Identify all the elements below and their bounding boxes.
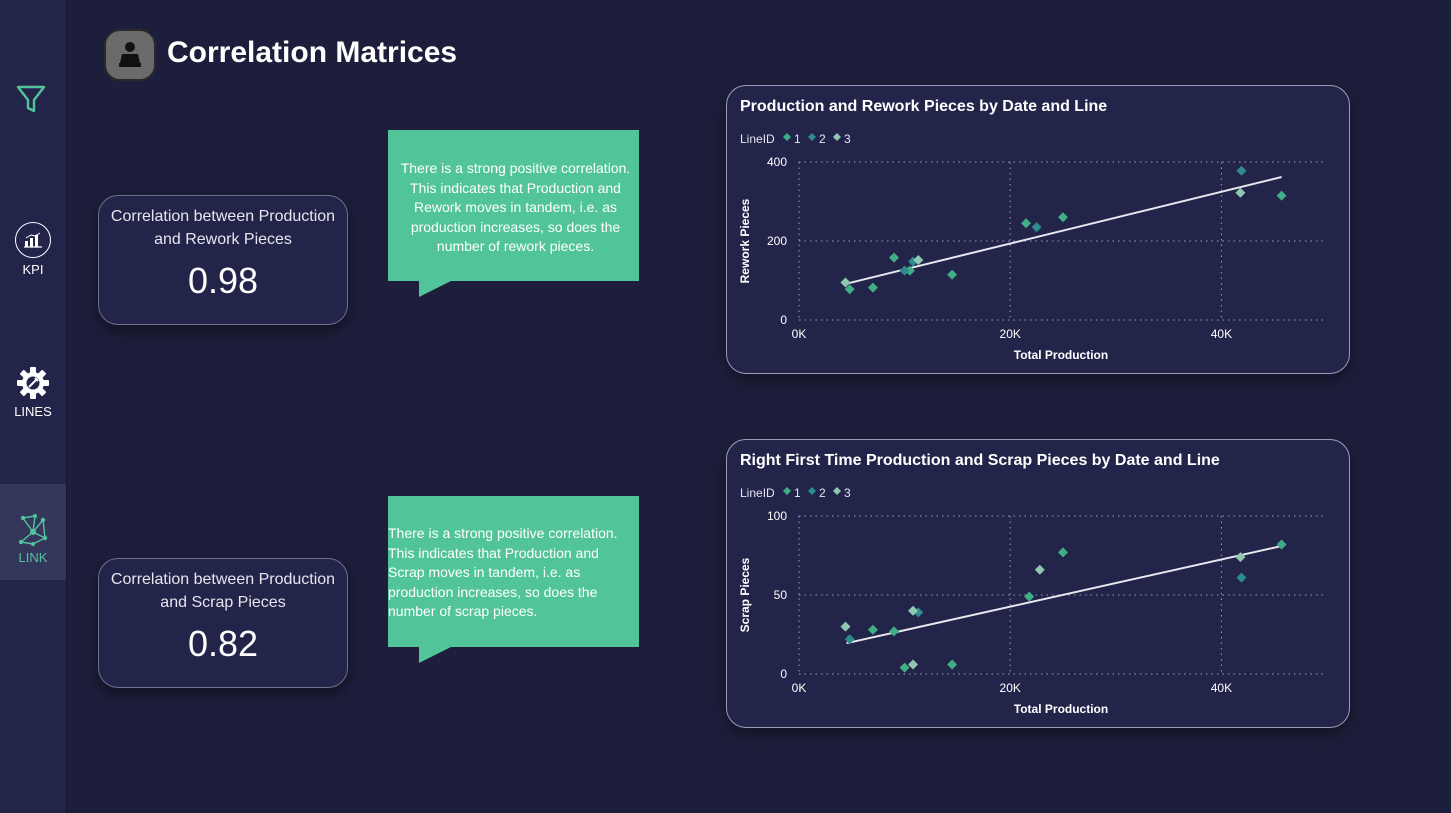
data-point bbox=[844, 284, 855, 295]
filter-icon[interactable] bbox=[14, 82, 48, 116]
nav-item-kpi[interactable]: KPI bbox=[0, 222, 66, 292]
y-tick-label: 0 bbox=[780, 667, 787, 681]
gear-icon bbox=[0, 366, 66, 400]
legend-marker bbox=[833, 487, 841, 495]
x-tick-label: 20K bbox=[1000, 681, 1021, 695]
card-value: 0.98 bbox=[187, 260, 259, 301]
chart-canvas: Right First Time Production and Scrap Pi… bbox=[738, 452, 1327, 716]
data-point bbox=[889, 626, 900, 637]
y-tick-label: 0 bbox=[780, 313, 787, 327]
legend-marker bbox=[783, 133, 791, 141]
x-tick-label: 0K bbox=[792, 327, 807, 341]
card-caption: Correlation between Production and Rewor… bbox=[110, 208, 336, 248]
data-point bbox=[867, 282, 878, 293]
data-point bbox=[908, 659, 919, 670]
nav-item-label: LINES bbox=[14, 404, 52, 419]
scrap-scatter-chart[interactable]: Right First Time Production and Scrap Pi… bbox=[726, 439, 1350, 728]
legend-marker bbox=[833, 133, 841, 141]
legend-label: 2 bbox=[819, 486, 826, 500]
sidebar-nav: KPI LINES bbox=[0, 0, 67, 813]
data-point bbox=[947, 659, 958, 670]
legend-marker bbox=[808, 133, 816, 141]
logo-icon bbox=[104, 29, 156, 81]
legend-label: 2 bbox=[819, 132, 826, 146]
data-point bbox=[899, 662, 910, 673]
card-value: 0.82 bbox=[187, 623, 259, 664]
chart-title: Production and Rework Pieces by Date and… bbox=[740, 98, 1107, 115]
rework-scatter-chart[interactable]: Production and Rework Pieces by Date and… bbox=[726, 85, 1350, 374]
nav-item-label: LINK bbox=[18, 550, 48, 565]
y-tick-label: 100 bbox=[767, 509, 787, 523]
data-point bbox=[867, 624, 878, 635]
nav-item-label: KPI bbox=[22, 262, 44, 277]
data-point bbox=[908, 605, 919, 616]
data-point bbox=[1034, 564, 1045, 575]
data-point bbox=[947, 269, 958, 280]
data-point bbox=[913, 254, 924, 265]
legend-label: 1 bbox=[794, 132, 801, 146]
x-tick-label: 0K bbox=[792, 681, 807, 695]
data-point bbox=[840, 277, 851, 288]
x-axis-title: Total Production bbox=[1014, 348, 1108, 362]
callout-text: There is a strong positive correlation. … bbox=[388, 525, 618, 619]
data-point bbox=[899, 265, 910, 276]
card-caption: Correlation between Production and Scrap… bbox=[110, 571, 336, 611]
data-point bbox=[844, 634, 855, 645]
x-tick-label: 20K bbox=[1000, 327, 1021, 341]
legend-marker bbox=[808, 487, 816, 495]
data-point bbox=[889, 252, 900, 263]
x-tick-label: 40K bbox=[1211, 327, 1232, 341]
data-point bbox=[1236, 572, 1247, 583]
trend-line bbox=[846, 545, 1282, 645]
network-icon bbox=[0, 484, 66, 548]
insight-callout-rework: There is a strong positive correlation. … bbox=[388, 130, 639, 297]
page-title: Correlation Matrices bbox=[167, 36, 458, 69]
data-point bbox=[1235, 552, 1246, 563]
data-point bbox=[1235, 187, 1246, 198]
correlation-card-scrap: Correlation between Production and Scrap… bbox=[98, 558, 348, 688]
chart-canvas: Production and Rework Pieces by Date and… bbox=[738, 98, 1327, 362]
callout-text: There is a strong positive correlation. … bbox=[400, 160, 631, 254]
x-axis-title: Total Production bbox=[1014, 702, 1108, 716]
data-point bbox=[840, 621, 851, 632]
kpi-chart-icon bbox=[15, 222, 51, 258]
chart-title: Right First Time Production and Scrap Pi… bbox=[740, 452, 1220, 469]
data-point bbox=[1058, 547, 1068, 558]
y-tick-label: 50 bbox=[774, 588, 788, 602]
data-point bbox=[1021, 218, 1032, 229]
y-tick-label: 200 bbox=[767, 234, 787, 248]
data-point bbox=[1024, 591, 1035, 602]
legend-marker bbox=[783, 487, 791, 495]
data-point bbox=[1276, 539, 1287, 550]
y-axis-title: Scrap Pieces bbox=[738, 557, 752, 632]
data-point bbox=[1236, 165, 1247, 176]
y-tick-label: 400 bbox=[767, 155, 787, 169]
insight-callout-scrap: There is a strong positive correlation. … bbox=[388, 496, 639, 663]
legend-label: 3 bbox=[844, 486, 851, 500]
data-point bbox=[1276, 190, 1287, 201]
trend-line bbox=[846, 176, 1282, 285]
nav-item-link[interactable]: LINK bbox=[0, 484, 66, 580]
legend-title: LineID bbox=[740, 486, 775, 500]
correlation-card-rework: Correlation between Production and Rewor… bbox=[98, 195, 348, 325]
legend-label: 1 bbox=[794, 486, 801, 500]
data-point bbox=[1058, 212, 1068, 223]
legend-title: LineID bbox=[740, 132, 775, 146]
x-tick-label: 40K bbox=[1211, 681, 1232, 695]
data-point bbox=[1031, 222, 1042, 233]
y-axis-title: Rework Pieces bbox=[738, 198, 752, 283]
legend-label: 3 bbox=[844, 132, 851, 146]
data-point bbox=[904, 265, 915, 276]
nav-item-lines[interactable]: LINES bbox=[0, 366, 66, 426]
